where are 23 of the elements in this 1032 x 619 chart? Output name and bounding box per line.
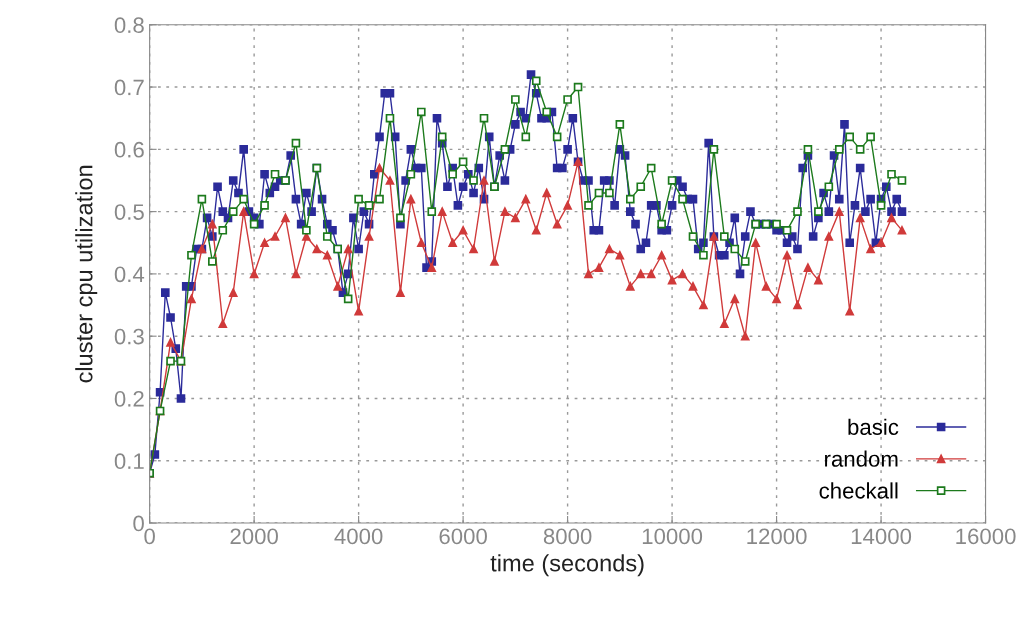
y-tick-label: 0.5 bbox=[114, 204, 144, 220]
x-tick-label: 4000 bbox=[334, 528, 383, 545]
x-tick-label: 2000 bbox=[230, 528, 278, 545]
y-tick-label: 0.3 bbox=[114, 328, 144, 345]
y-tick-label: 0.1 bbox=[114, 453, 144, 470]
y-tick-label: 0.2 bbox=[114, 391, 144, 407]
y-axis-title: cluster cpu utilization bbox=[75, 165, 98, 383]
x-tick-label: 0 bbox=[144, 528, 155, 545]
y-tick-label: 0.7 bbox=[114, 79, 144, 96]
y-tick-label: 0 bbox=[133, 515, 144, 532]
x-axis-title: time (seconds) bbox=[490, 554, 644, 577]
y-tick-label: 0.4 bbox=[114, 266, 145, 283]
x-tick-label: 6000 bbox=[439, 528, 487, 545]
legend-label: basic bbox=[848, 418, 899, 436]
legend-label: checkall bbox=[819, 482, 898, 499]
y-tick-label: 0.6 bbox=[114, 141, 144, 158]
x-tick-label: 12000 bbox=[747, 528, 807, 545]
legend-label: random bbox=[825, 450, 898, 467]
x-tick-label: 8000 bbox=[543, 528, 592, 545]
x-tick-label: 10000 bbox=[642, 528, 703, 545]
x-tick-label: 14000 bbox=[851, 528, 912, 545]
x-tick-label: 16000 bbox=[956, 528, 1016, 545]
y-tick-label: 0.8 bbox=[114, 17, 144, 34]
